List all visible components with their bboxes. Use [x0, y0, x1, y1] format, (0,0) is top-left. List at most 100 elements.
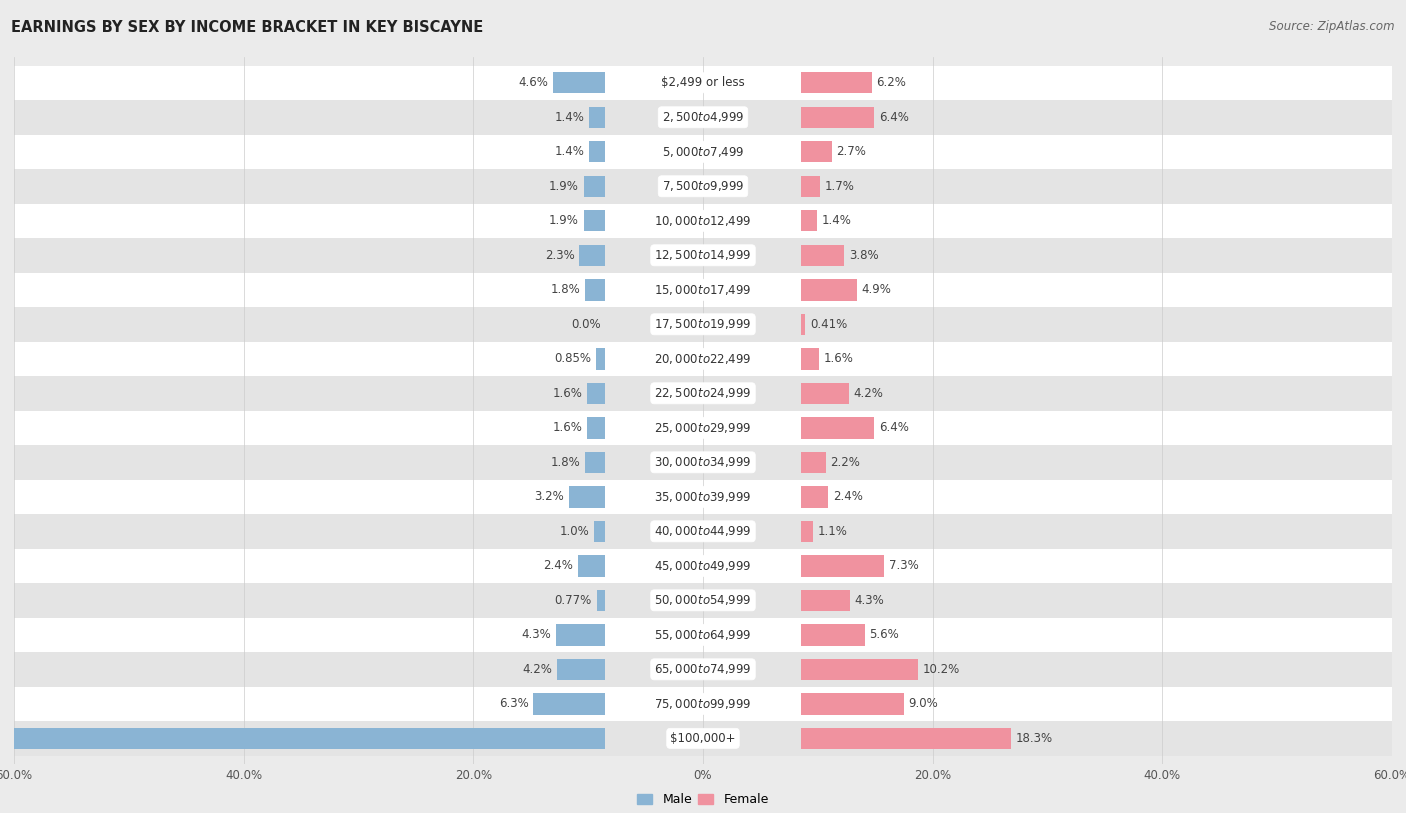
Text: 7.3%: 7.3%: [889, 559, 918, 572]
Text: $40,000 to $44,999: $40,000 to $44,999: [654, 524, 752, 538]
Text: $12,500 to $14,999: $12,500 to $14,999: [654, 248, 752, 263]
Bar: [14, 721, 1392, 755]
Text: 0.85%: 0.85%: [554, 352, 591, 365]
Bar: [14, 100, 1392, 134]
Bar: [553, 72, 606, 93]
Bar: [14, 652, 1392, 687]
Text: 0.41%: 0.41%: [810, 318, 848, 331]
Bar: [593, 520, 606, 542]
Bar: [800, 141, 831, 163]
Bar: [800, 348, 818, 369]
Text: $2,499 or less: $2,499 or less: [661, 76, 745, 89]
Bar: [596, 348, 606, 369]
Text: $20,000 to $22,499: $20,000 to $22,499: [654, 352, 752, 366]
Bar: [533, 693, 606, 715]
Text: 1.0%: 1.0%: [560, 525, 589, 538]
Bar: [800, 383, 849, 404]
Bar: [800, 417, 875, 438]
Bar: [14, 307, 1392, 341]
Bar: [14, 514, 1392, 549]
Bar: [800, 72, 872, 93]
Text: $17,500 to $19,999: $17,500 to $19,999: [654, 317, 752, 332]
Bar: [557, 659, 606, 680]
Bar: [800, 520, 813, 542]
Bar: [579, 245, 606, 266]
Bar: [800, 210, 817, 232]
Text: 3.8%: 3.8%: [849, 249, 879, 262]
Text: 2.4%: 2.4%: [832, 490, 863, 503]
Bar: [585, 279, 606, 301]
Text: 1.9%: 1.9%: [550, 215, 579, 228]
Text: 6.2%: 6.2%: [876, 76, 907, 89]
Bar: [589, 141, 606, 163]
Bar: [583, 210, 606, 232]
Bar: [14, 341, 1392, 376]
Text: 2.7%: 2.7%: [837, 146, 866, 159]
Text: 0.77%: 0.77%: [555, 593, 592, 606]
Bar: [568, 486, 606, 507]
Text: $2,500 to $4,999: $2,500 to $4,999: [662, 111, 744, 124]
Text: $65,000 to $74,999: $65,000 to $74,999: [654, 663, 752, 676]
Text: 1.6%: 1.6%: [553, 421, 582, 434]
Text: 5.6%: 5.6%: [869, 628, 900, 641]
Text: $50,000 to $54,999: $50,000 to $54,999: [654, 593, 752, 607]
Bar: [800, 245, 844, 266]
Legend: Male, Female: Male, Female: [633, 788, 773, 811]
Bar: [800, 486, 828, 507]
Bar: [589, 107, 606, 128]
Text: 3.2%: 3.2%: [534, 490, 564, 503]
Text: 6.4%: 6.4%: [879, 421, 908, 434]
Text: 2.4%: 2.4%: [543, 559, 574, 572]
Text: 6.4%: 6.4%: [879, 111, 908, 124]
Text: 9.0%: 9.0%: [908, 698, 938, 711]
Bar: [800, 728, 1011, 749]
Text: $5,000 to $7,499: $5,000 to $7,499: [662, 145, 744, 159]
Bar: [14, 66, 1392, 100]
Text: $25,000 to $29,999: $25,000 to $29,999: [654, 421, 752, 435]
Bar: [555, 624, 606, 646]
Bar: [14, 445, 1392, 480]
Bar: [0, 728, 606, 749]
Text: 1.4%: 1.4%: [555, 146, 585, 159]
Bar: [800, 176, 820, 197]
Text: $30,000 to $34,999: $30,000 to $34,999: [654, 455, 752, 469]
Bar: [800, 624, 865, 646]
Text: $100,000+: $100,000+: [671, 732, 735, 745]
Bar: [578, 555, 606, 576]
Text: 0.0%: 0.0%: [571, 318, 600, 331]
Text: 4.9%: 4.9%: [862, 283, 891, 296]
Bar: [588, 417, 606, 438]
Text: $22,500 to $24,999: $22,500 to $24,999: [654, 386, 752, 400]
Text: 2.3%: 2.3%: [544, 249, 575, 262]
Bar: [585, 452, 606, 473]
Bar: [14, 480, 1392, 514]
Bar: [800, 107, 875, 128]
Text: 4.2%: 4.2%: [853, 387, 883, 400]
Text: 4.2%: 4.2%: [523, 663, 553, 676]
Text: 18.3%: 18.3%: [1015, 732, 1053, 745]
Text: 1.6%: 1.6%: [824, 352, 853, 365]
Text: $55,000 to $64,999: $55,000 to $64,999: [654, 628, 752, 641]
Text: 4.3%: 4.3%: [855, 593, 884, 606]
Bar: [800, 314, 806, 335]
Bar: [583, 176, 606, 197]
Bar: [596, 589, 606, 611]
Bar: [14, 583, 1392, 618]
Bar: [14, 134, 1392, 169]
Text: 1.4%: 1.4%: [555, 111, 585, 124]
Text: $75,000 to $99,999: $75,000 to $99,999: [654, 697, 752, 711]
Text: 10.2%: 10.2%: [922, 663, 959, 676]
Text: $7,500 to $9,999: $7,500 to $9,999: [662, 180, 744, 193]
Bar: [14, 203, 1392, 238]
Bar: [14, 272, 1392, 307]
Text: $15,000 to $17,499: $15,000 to $17,499: [654, 283, 752, 297]
Bar: [14, 169, 1392, 203]
Text: 4.6%: 4.6%: [519, 76, 548, 89]
Text: 6.3%: 6.3%: [499, 698, 529, 711]
Text: $45,000 to $49,999: $45,000 to $49,999: [654, 559, 752, 573]
Bar: [588, 383, 606, 404]
Text: Source: ZipAtlas.com: Source: ZipAtlas.com: [1270, 20, 1395, 33]
Text: 1.1%: 1.1%: [818, 525, 848, 538]
Bar: [14, 376, 1392, 411]
Text: 1.7%: 1.7%: [825, 180, 855, 193]
